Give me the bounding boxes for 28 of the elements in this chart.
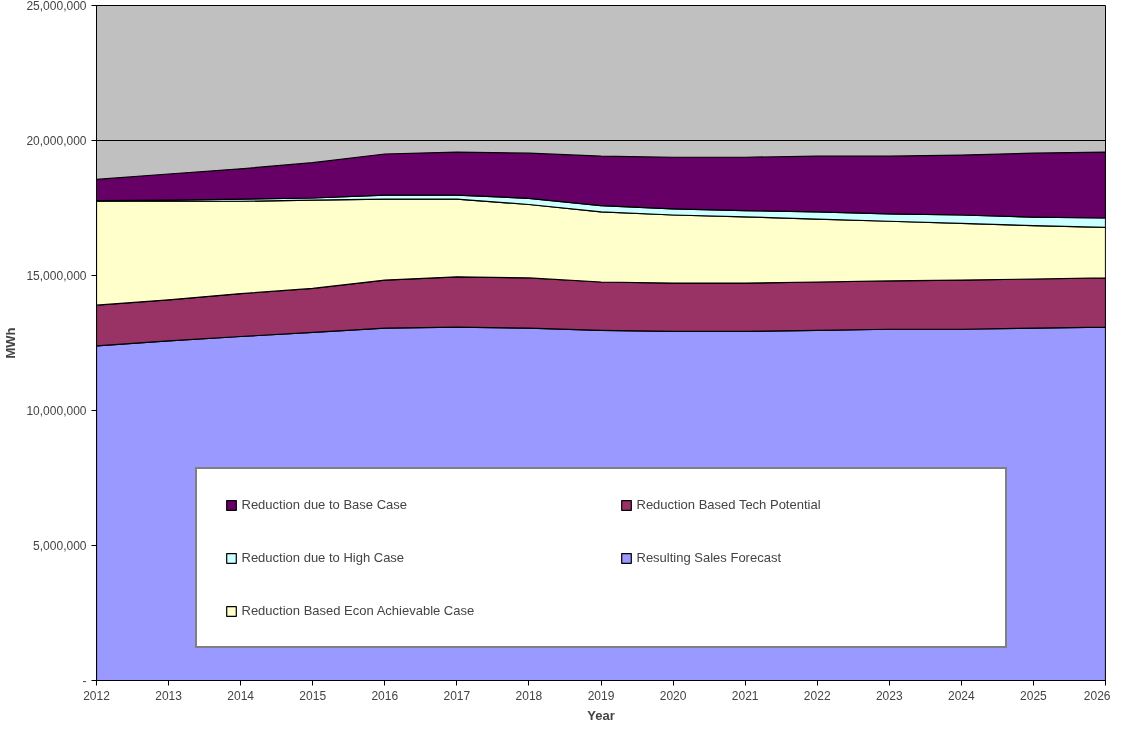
x-tick-label: 2018 (515, 688, 543, 703)
legend-label: Reduction Based Tech Potential (636, 497, 822, 512)
x-tick-label: 2017 (443, 688, 471, 703)
x-tick-label: 2022 (803, 688, 831, 703)
legend-label: Reduction due to High Case (241, 550, 406, 565)
x-tick-label: 2021 (731, 688, 759, 703)
y-tick-label: 5,000,000 (33, 539, 87, 553)
y-tick-label: 15,000,000 (26, 269, 87, 283)
y-tick-label: - (82, 674, 87, 688)
y-tick-label: 25,000,000 (26, 0, 87, 13)
y-tick-label: 10,000,000 (26, 404, 87, 418)
legend-label: Reduction Based Econ Achievable Case (241, 603, 476, 618)
x-tick-label: 2014 (227, 688, 255, 703)
x-tick-label: 2013 (155, 688, 183, 703)
x-tick-label: 2012 (83, 688, 111, 703)
y-tick-label: 20,000,000 (26, 134, 87, 148)
x-tick-label: 2020 (659, 688, 687, 703)
x-tick-label: 2016 (371, 688, 399, 703)
x-tick-label: 2023 (875, 688, 903, 703)
legend-label: Resulting Sales Forecast (636, 550, 782, 565)
y-axis-title: MWh (3, 327, 19, 359)
x-tick-label: 2026 (1083, 688, 1111, 703)
x-axis-title: Year (587, 707, 615, 723)
x-tick-label: 2024 (948, 688, 976, 703)
legend-label: Reduction due to Base Case (241, 497, 408, 512)
x-tick-label: 2025 (1020, 688, 1048, 703)
x-tick-label: 2015 (299, 688, 327, 703)
x-tick-label: 2019 (587, 688, 615, 703)
